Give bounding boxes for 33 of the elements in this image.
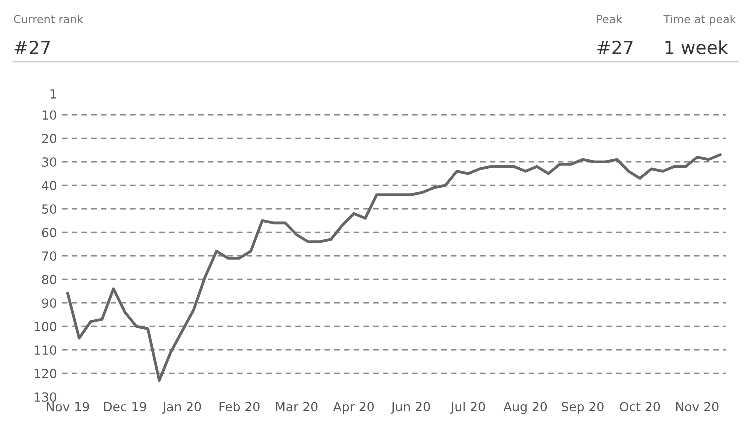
line-series <box>66 154 722 382</box>
x-tick-label: Jul 20 <box>450 402 486 414</box>
text: #27 <box>14 40 50 54</box>
y-tick-label: 110 <box>34 346 57 356</box>
y-tick-label: 100 <box>34 322 57 332</box>
y-tick-label: 130 <box>34 392 57 402</box>
text: Peak <box>597 14 623 24</box>
y-tick-label: 40 <box>42 181 57 191</box>
x-tick-label: Feb 20 <box>220 402 260 412</box>
y-tick-label: 10 <box>42 110 57 120</box>
x-tick-label: Oct 20 <box>620 402 660 412</box>
x-tick-label: Nov 19 <box>47 402 90 412</box>
text: Current rank <box>14 14 84 24</box>
x-tick-label: Nov 20 <box>676 402 719 412</box>
y-tick-label: 70 <box>42 252 57 262</box>
x-tick-label: Apr 20 <box>333 402 374 414</box>
y-tick-label: 60 <box>42 228 57 238</box>
x-tick-label: Dec 19 <box>104 402 146 412</box>
y-tick-label: 30 <box>42 158 57 168</box>
y-tick-label: 1 <box>50 90 56 99</box>
y-tick-label: 50 <box>42 204 57 214</box>
text: #27 <box>598 40 633 54</box>
x-tick-label: Jun 20 <box>390 402 430 414</box>
x-tick-label: Jan 20 <box>162 402 202 414</box>
x-tick-label: Mar 20 <box>276 402 318 412</box>
y-tick-label: 20 <box>42 134 57 144</box>
x-tick-label: Aug 20 <box>504 402 548 414</box>
y-tick-label: 80 <box>42 275 57 285</box>
text: 1 week <box>666 40 728 55</box>
x-tick-label: Sep 20 <box>562 402 604 414</box>
y-tick-label: 90 <box>42 298 57 308</box>
y-tick-label: 120 <box>34 369 57 379</box>
text: Time at peak <box>664 14 736 26</box>
